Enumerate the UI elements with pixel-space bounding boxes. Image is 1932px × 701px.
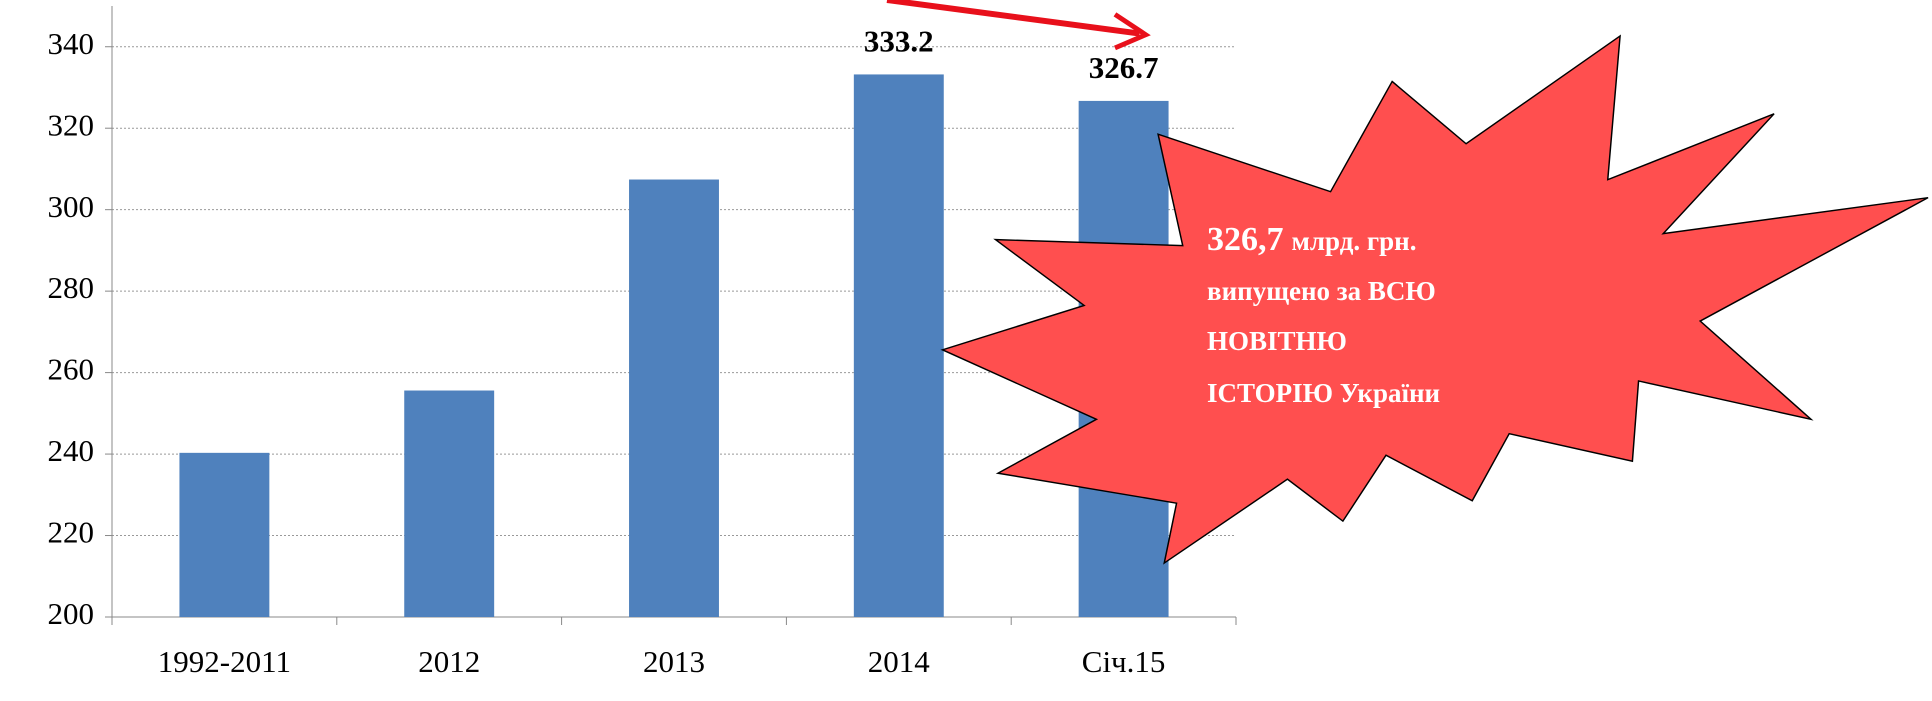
- bar: [853, 74, 944, 617]
- callout-line: 326,7 млрд. грн.: [1207, 221, 1416, 258]
- callout-line: ІСТОРІЮ України: [1207, 378, 1440, 408]
- y-tick-label: 300: [48, 189, 95, 224]
- bar: [404, 390, 495, 617]
- value-label: 326.7: [1089, 50, 1159, 85]
- callout-line: випущено за ВСЮ: [1207, 276, 1436, 306]
- y-tick-label: 280: [48, 270, 95, 305]
- bar: [629, 179, 719, 618]
- x-tick-label: 2014: [868, 644, 931, 679]
- callout-line: НОВІТНЮ: [1207, 326, 1347, 356]
- x-tick-label: Січ.15: [1082, 644, 1166, 679]
- decorations: [886, 0, 1929, 565]
- value-label: 333.2: [864, 24, 934, 59]
- bar: [179, 452, 270, 617]
- y-tick-label: 240: [48, 433, 95, 468]
- y-tick-label: 340: [48, 26, 95, 61]
- x-tick-label: 2013: [643, 644, 705, 679]
- bars: 333.2 326.7: [179, 24, 1169, 618]
- arrow-head: [1113, 12, 1151, 51]
- starburst: [940, 34, 1929, 565]
- y-tick-label: 320: [48, 107, 95, 142]
- red-arrow: [886, 0, 1141, 37]
- y-tick-label: 220: [48, 515, 95, 550]
- y-tick-label: 260: [48, 352, 95, 387]
- callout-lead: 326,7: [1207, 221, 1284, 258]
- callout: 326,7 млрд. грн. випущено за ВСЮ НОВІТНЮ …: [1207, 221, 1440, 408]
- callout-text: млрд. грн.: [1292, 226, 1417, 256]
- y-tick-label: 200: [48, 596, 95, 631]
- x-tick-label: 1992-2011: [158, 644, 291, 679]
- x-tick-label: 2012: [418, 644, 480, 679]
